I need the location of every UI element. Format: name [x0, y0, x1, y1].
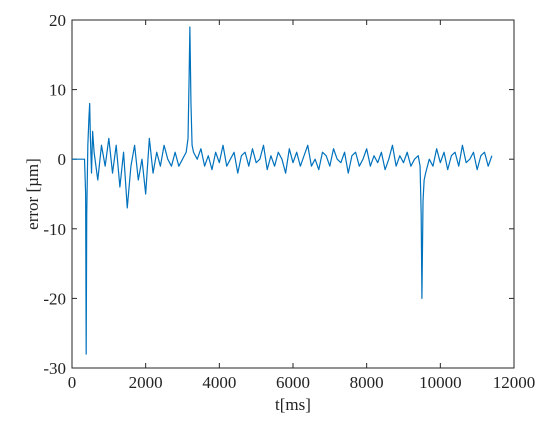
x-tick-label: 6000: [276, 373, 310, 392]
x-axis-label: t[ms]: [275, 395, 311, 414]
x-tick-label: 8000: [350, 373, 384, 392]
plot-frame: [71, 19, 515, 369]
y-tick-label: 20: [49, 11, 66, 30]
y-tick-label: 0: [58, 150, 67, 169]
x-tick-label: 10000: [419, 373, 462, 392]
y-tick-label: -20: [43, 289, 66, 308]
y-axis-label: error [µm]: [23, 158, 42, 230]
x-tick-label: 0: [68, 373, 77, 392]
data-line: [72, 26, 493, 355]
y-tick-label: -10: [43, 220, 66, 239]
y-tick-label: -30: [43, 359, 66, 378]
x-tick-label: 4000: [202, 373, 236, 392]
x-tick-label: 2000: [129, 373, 163, 392]
x-tick-label: 12000: [493, 373, 536, 392]
y-tick-label: 10: [49, 81, 66, 100]
